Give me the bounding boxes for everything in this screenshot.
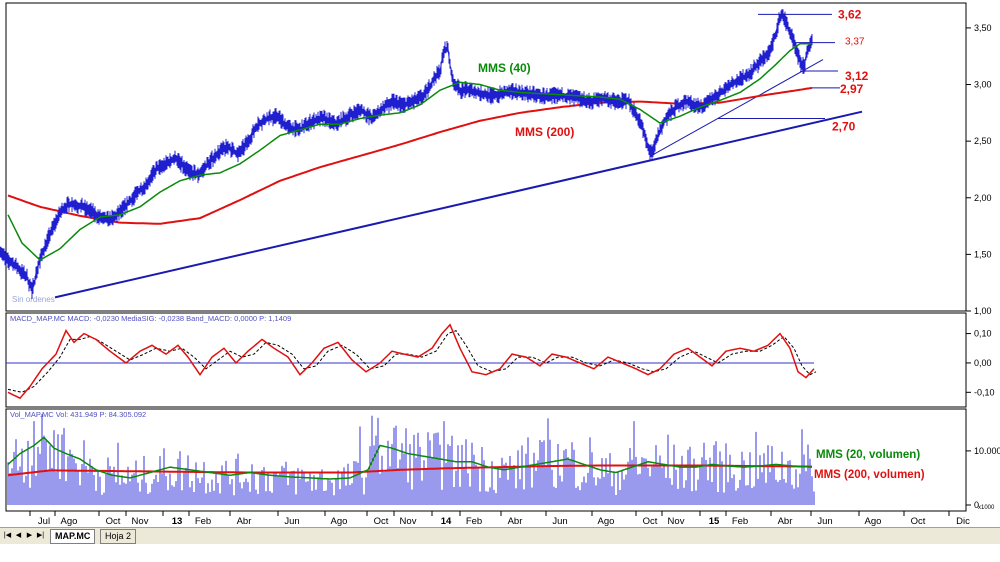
x-tick-label: Jun — [284, 516, 299, 527]
level-label: 3,12 — [845, 69, 869, 83]
macd-panel: MACD_MAP.MC MACD: -0,0230 MediaSIG: -0,0… — [6, 314, 995, 400]
level-label: 3,37 — [845, 37, 865, 48]
first-sheet-button[interactable]: |◀ — [3, 532, 12, 539]
watermark-label: Sin ordenes — [12, 295, 55, 304]
x-tick-label: Oct — [643, 516, 658, 527]
x-tick-label: Ago — [331, 516, 348, 527]
tab-hoja-2[interactable]: Hoja 2 — [100, 529, 137, 544]
chart-canvas: 1,00 1,50 2,00 2,50 3,00 3,50 Sin ordenes MMS (… — [0, 2, 1000, 527]
x-tick-label: Jun — [817, 516, 832, 527]
vol-sma20-label: MMS (20, volumen) — [816, 449, 920, 461]
macd-y-tick-label: -0,10 — [974, 387, 995, 397]
x-tick-label: Oct — [911, 516, 926, 527]
last-sheet-button[interactable]: ▶| — [36, 532, 45, 539]
x-tick-label: 15 — [709, 516, 720, 527]
level-label: 2,70 — [832, 120, 856, 134]
macd-title: MACD_MAP.MC MACD: -0,0230 MediaSIG: -0,0… — [10, 314, 291, 323]
panel-frame — [5, 312, 967, 408]
x-tick-label: Feb — [466, 516, 482, 527]
secondary-trendline — [652, 59, 824, 156]
x-tick-label: Feb — [195, 516, 211, 527]
x-tick-label: Dic — [956, 516, 970, 527]
volume-bars — [7, 414, 815, 505]
main-trendline — [54, 110, 863, 299]
x-tick-label: Ago — [865, 516, 882, 527]
price-y-tick-label: 2,50 — [974, 136, 992, 146]
volume-y-tick-label: 0 — [974, 500, 979, 510]
macd-y-tick-label: 0,00 — [974, 358, 992, 368]
prev-sheet-button[interactable]: ◀ — [15, 532, 22, 539]
x-tick-label: Ago — [598, 516, 615, 527]
x-tick-label: Feb — [732, 516, 748, 527]
price-y-tick-label: 1,00 — [974, 306, 992, 316]
volume-title: Vol_MAP.MC Vol: 431.949 P: 84.305.092 — [10, 410, 146, 419]
x-tick-label: Abr — [778, 516, 793, 527]
x-tick-label: Nov — [668, 516, 685, 527]
volume-y-tick-label: 10.000 — [974, 446, 1000, 456]
price-y-tick-label: 2,00 — [974, 193, 992, 203]
vol-sma200-label: MMS (200, volumen) — [814, 469, 925, 481]
price-panel: 1,00 1,50 2,00 2,50 3,00 3,50 Sin ordenes MMS (… — [0, 7, 992, 316]
sma40-label: MMS (40) — [478, 61, 531, 75]
panel-frames — [5, 2, 967, 512]
next-sheet-button[interactable]: ▶ — [26, 532, 33, 539]
vol-sma200-line — [7, 464, 812, 477]
macd-y-tick-label: 0,10 — [974, 329, 992, 339]
x-tick-label: Abr — [237, 516, 252, 527]
x-tick-label: Abr — [508, 516, 523, 527]
level-label: 3,62 — [838, 7, 862, 21]
x-tick-label: Nov — [132, 516, 149, 527]
x-tick-label: Nov — [400, 516, 417, 527]
x-axis: Jul Ago Oct Nov 13 Feb Abr Jun Ago Oct Nov 14 Feb Abr… — [6, 510, 970, 527]
x-tick-label: Oct — [106, 516, 121, 527]
price-series — [0, 9, 813, 299]
x-tick-label: Ago — [61, 516, 78, 527]
x-tick-label: 13 — [172, 516, 183, 527]
panel-frame — [5, 2, 967, 312]
x-tick-label: Jun — [552, 516, 567, 527]
sheet-tab-bar: |◀ ◀ ▶ ▶| MAP.MC Hoja 2 — [0, 527, 1000, 544]
x-tick-label: Jul — [38, 516, 50, 527]
sma200-label: MMS (200) — [515, 125, 574, 139]
volume-unit-label: x1000 — [978, 505, 995, 511]
sma40-line — [7, 43, 812, 261]
price-y-tick-label: 3,50 — [974, 23, 992, 33]
vol-sma20-line — [7, 436, 813, 480]
volume-panel: Vol_MAP.MC Vol: 431.949 P: 84.305.092 10.… — [7, 410, 1000, 511]
price-y-tick-label: 3,00 — [974, 80, 992, 90]
x-tick-label: 14 — [441, 516, 452, 527]
tab-map-mc[interactable]: MAP.MC — [50, 529, 96, 544]
macd-signal-line — [7, 329, 817, 393]
level-label: 2,97 — [840, 82, 864, 96]
macd-line — [7, 323, 815, 400]
x-tick-label: Oct — [374, 516, 389, 527]
price-y-tick-label: 1,50 — [974, 249, 992, 259]
